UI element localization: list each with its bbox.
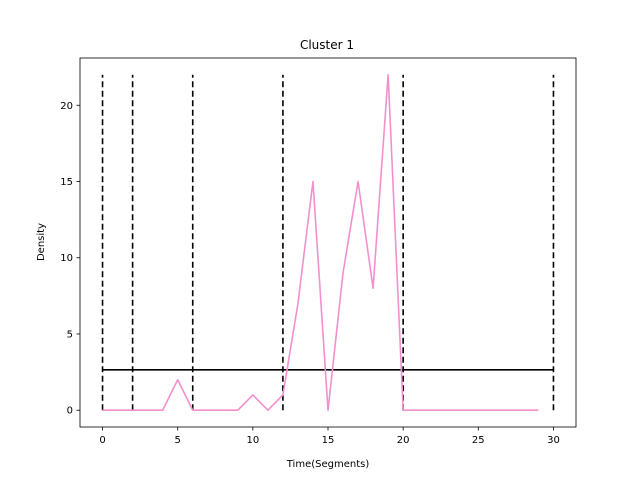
x-tick-label: 25 [472, 435, 485, 446]
x-tick-label: 15 [322, 435, 335, 446]
x-tick-label: 0 [99, 435, 105, 446]
y-axis-label: Density [36, 223, 47, 261]
chart-title: Cluster 1 [300, 38, 354, 52]
y-tick-label: 5 [67, 329, 73, 340]
x-tick-label: 30 [547, 435, 560, 446]
y-tick-label: 10 [60, 253, 73, 264]
series-line [102, 73, 539, 412]
plot-area [101, 73, 555, 412]
y-tick-label: 20 [60, 101, 73, 112]
x-tick-label: 5 [175, 435, 181, 446]
x-axis-label: Time(Segments) [286, 459, 370, 470]
axis-ticks: 0 5 10 15 20 25 30 0 5 10 15 20 [60, 101, 560, 446]
x-tick-label: 20 [397, 435, 410, 446]
plot-frame [79, 57, 577, 428]
x-tick-label: 10 [246, 435, 259, 446]
y-tick-label: 15 [60, 177, 73, 188]
y-tick-label: 0 [67, 406, 73, 417]
